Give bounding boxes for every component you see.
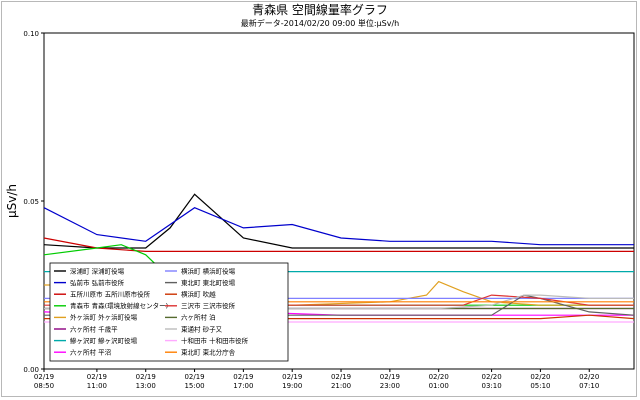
legend-entry: 三沢市 三沢市役所 [181, 301, 236, 310]
x-tick-date: 02/19 [87, 373, 107, 381]
x-tick-date: 02/19 [136, 373, 156, 381]
legend-entry: 東北町 東北町役場 [181, 278, 236, 287]
x-tick-time: 08:50 [34, 382, 54, 390]
x-tick-time: 07:10 [579, 382, 599, 390]
x-tick-time: 17:00 [233, 382, 253, 390]
x-tick-date: 02/20 [481, 373, 501, 381]
x-tick-date: 02/19 [233, 373, 253, 381]
legend-entry: 東北町 東北分庁舎 [181, 348, 236, 357]
x-tick-time: 11:00 [87, 382, 107, 390]
x-tick-date: 02/20 [579, 373, 599, 381]
x-tick-date: 02/20 [429, 373, 449, 381]
legend-entry: 横浜町 横浜町役場 [181, 266, 236, 275]
chart-subtitle: 最新データ-2014/02/20 09:00 単位:μSv/h [241, 18, 400, 28]
legend-entry: 鰺ヶ沢町 鰺ヶ沢町役場 [70, 336, 138, 345]
x-tick-date: 02/19 [282, 373, 302, 381]
legend-entry: 弘前市 弘前市役所 [70, 278, 125, 287]
y-axis-label: μSv/h [5, 184, 19, 218]
legend-entry: 十和田市 十和田市役所 [181, 336, 249, 345]
chart-title: 青森県 空間線量率グラフ [252, 2, 388, 17]
x-tick-time: 05:10 [530, 382, 550, 390]
series-line-2 [43, 237, 634, 252]
x-tick-date: 02/19 [34, 373, 54, 381]
series-line-0 [43, 193, 634, 249]
x-tick-time: 21:00 [331, 382, 351, 390]
x-tick-time: 19:00 [282, 382, 302, 390]
legend-entry: 外ヶ浜町 外ヶ浜町役場 [70, 313, 138, 322]
x-tick-date: 02/19 [184, 373, 204, 381]
x-tick-date: 02/20 [530, 373, 550, 381]
legend-entry: 深浦町 深浦町役場 [70, 266, 125, 275]
y-tick-label: 0.00 [23, 366, 39, 374]
legend-entry: 六ヶ所村 平沼 [70, 348, 111, 357]
y-tick-label: 0.10 [23, 30, 39, 38]
y-tick-label: 0.05 [23, 198, 39, 206]
legend-box [49, 262, 289, 362]
legend-entry: 横浜町 吹越 [181, 290, 216, 299]
x-tick-time: 03:10 [481, 382, 501, 390]
legend-entry: 青森市 青森(環境放射線センター) [70, 301, 168, 310]
legend-entry: 五所川原市 五所川原市役所 [70, 290, 151, 299]
x-tick-time: 01:00 [429, 382, 449, 390]
legend-entry: 六ヶ所村 千歳平 [70, 324, 118, 333]
x-tick-time: 23:00 [380, 382, 400, 390]
x-tick-date: 02/19 [331, 373, 351, 381]
x-tick-time: 13:00 [136, 382, 156, 390]
x-tick-date: 02/19 [380, 373, 400, 381]
legend-entry: 東通村 砂子又 [181, 324, 223, 333]
series-line-1 [43, 207, 634, 246]
legend-entry: 六ヶ所村 泊 [181, 313, 216, 322]
x-tick-time: 15:00 [184, 382, 204, 390]
